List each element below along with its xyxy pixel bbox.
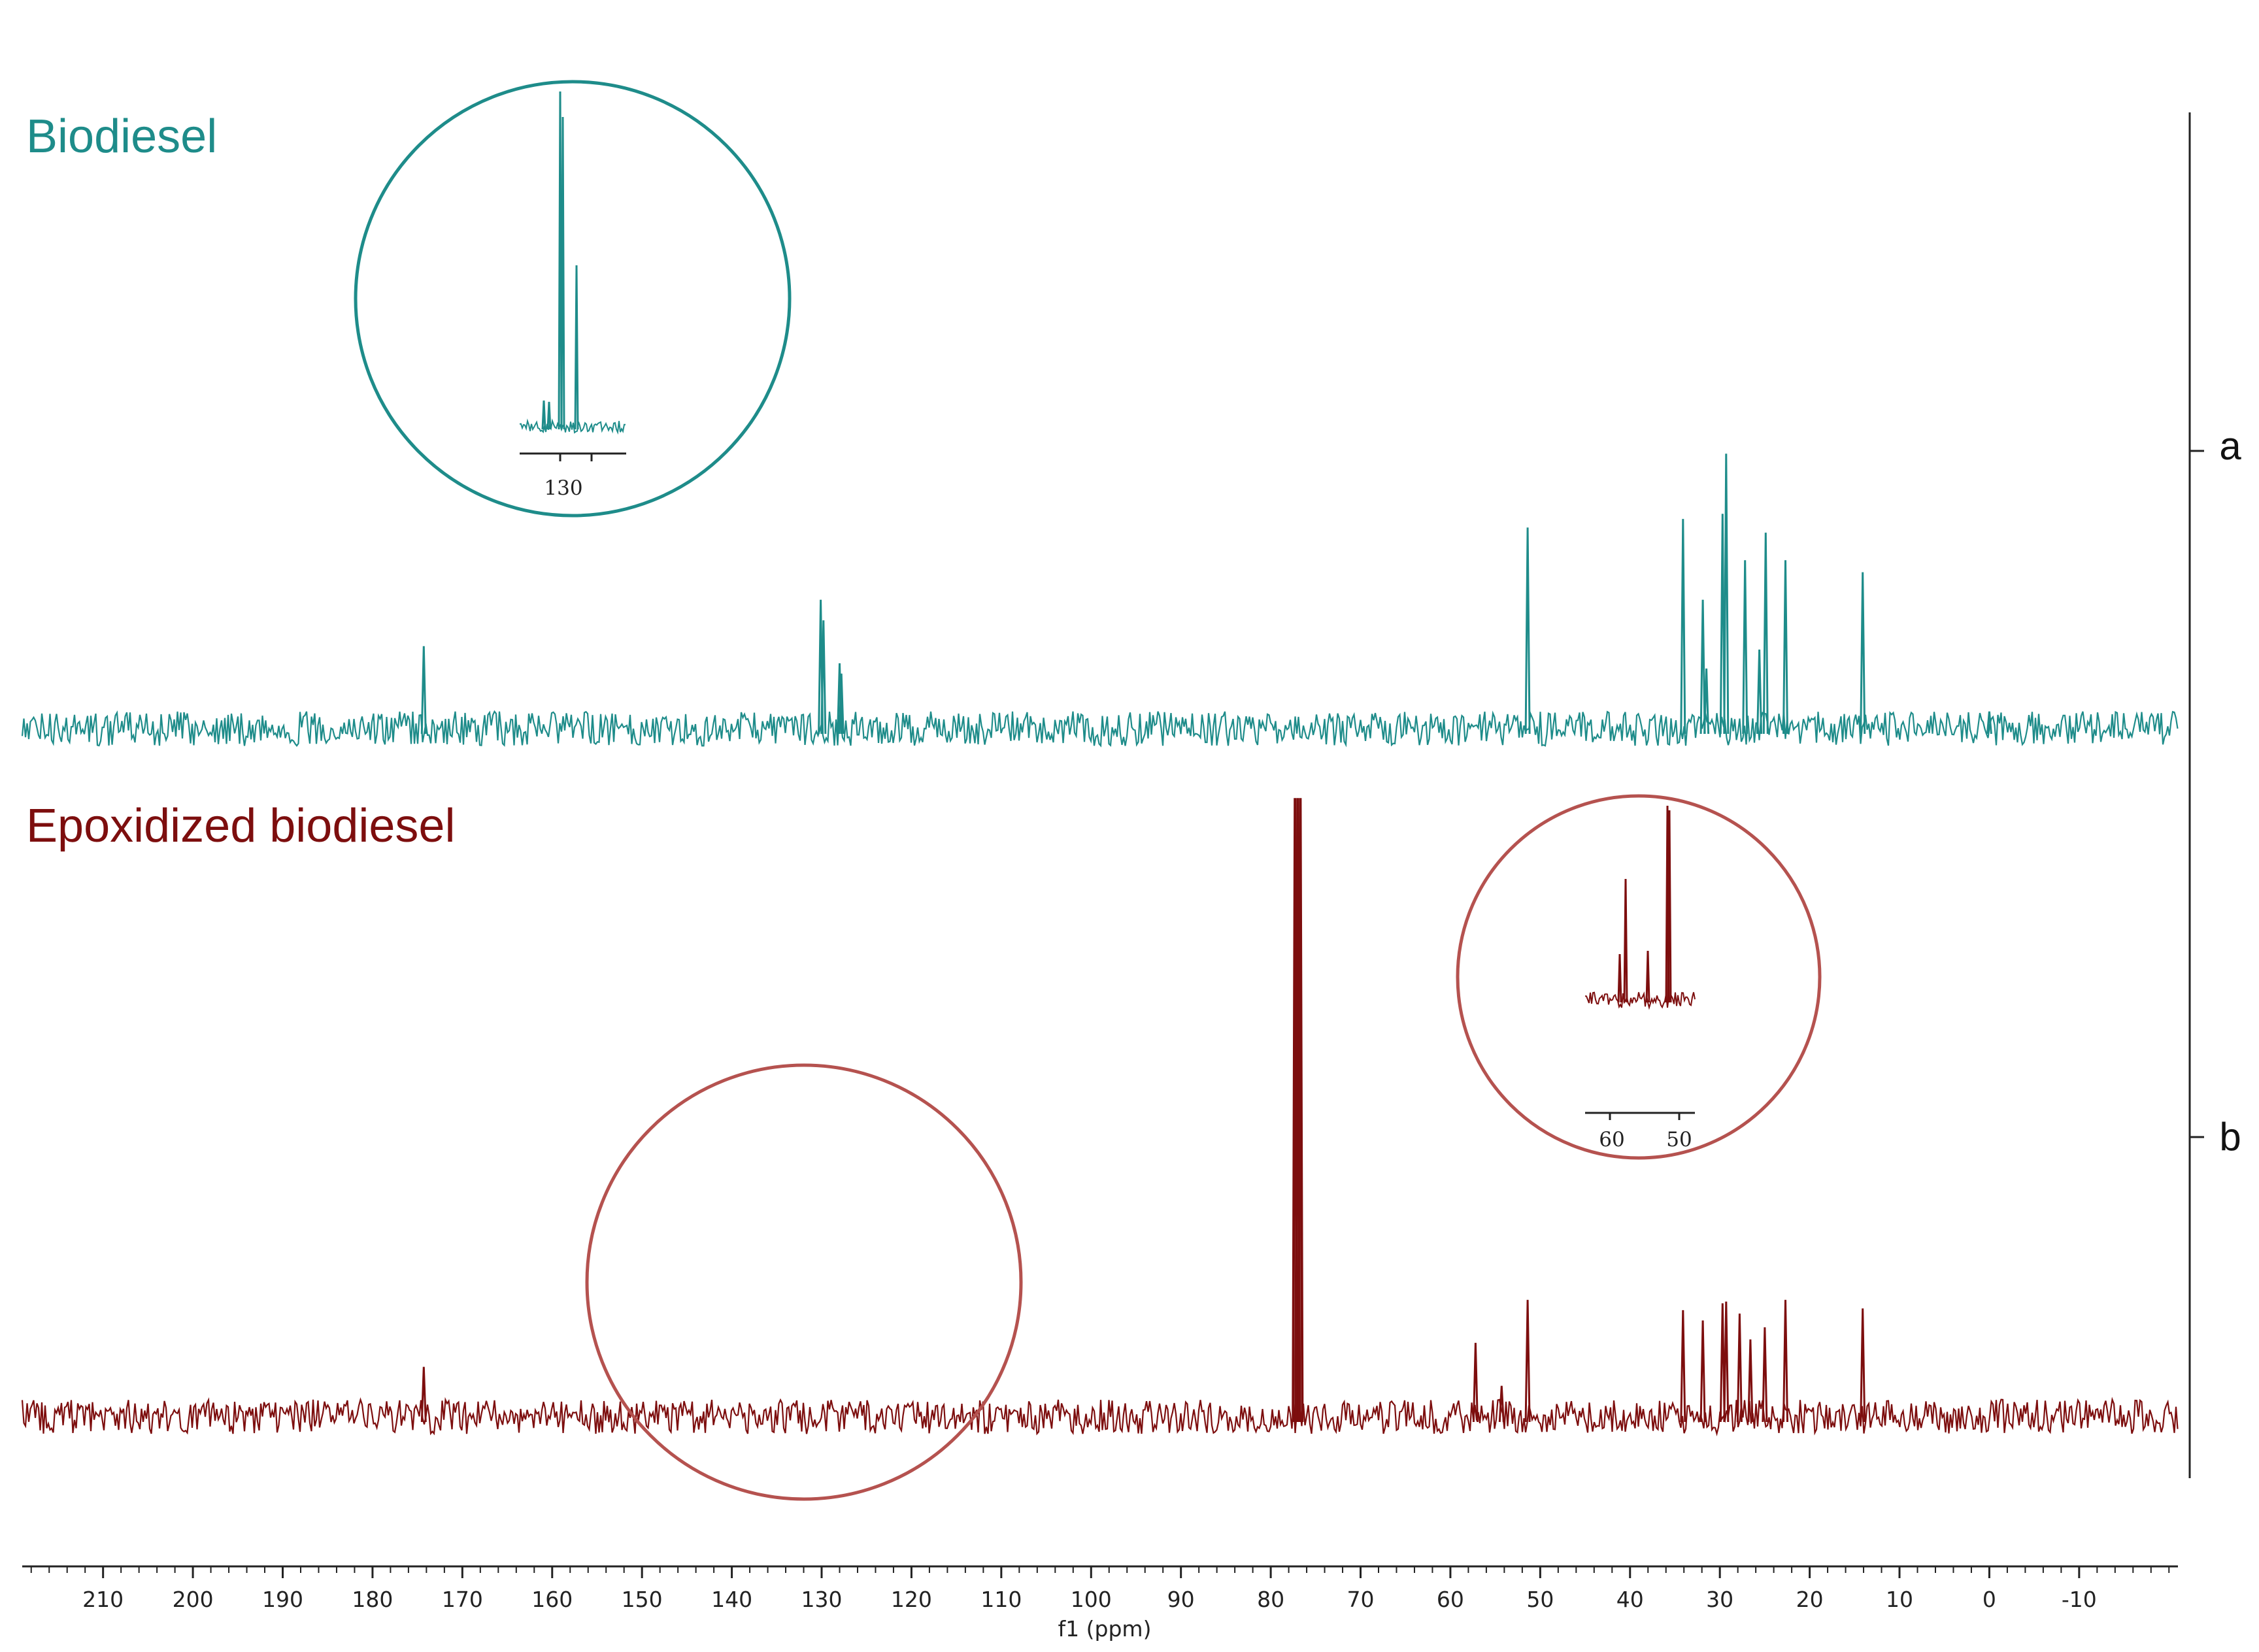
epoxidized-zoom-spectrum: [1584, 805, 1696, 1010]
peak-epoxidized: [1762, 1327, 1768, 1423]
peak-epoxidized: [1472, 1342, 1479, 1423]
x-tick-label: 120: [891, 1587, 932, 1612]
x-tick-label: 170: [442, 1587, 483, 1612]
zoom-peak: [1667, 810, 1672, 1003]
x-tick-label: 200: [173, 1587, 214, 1612]
spectrum-baseline-epoxidized: [21, 1396, 2179, 1437]
peak-epoxidized: [1524, 1300, 1531, 1423]
epoxidized-zoom-tick-label: 60: [1599, 1128, 1624, 1151]
peak-biodiesel: [1524, 527, 1531, 735]
x-tick-label: 110: [980, 1587, 1022, 1612]
x-tick-label: 150: [622, 1587, 663, 1612]
zoom-baseline: [1584, 991, 1696, 1010]
peak-epoxidized: [420, 1366, 427, 1423]
x-tick-label: -10: [2062, 1587, 2097, 1612]
peak-biodiesel: [420, 646, 427, 735]
x-tick-label: 190: [262, 1587, 303, 1612]
x-tick-label: 10: [1886, 1587, 1913, 1612]
peak-biodiesel: [1723, 454, 1730, 735]
peak-biodiesel: [820, 620, 827, 735]
x-tick-label: 140: [711, 1587, 752, 1612]
epoxidized-zoom-circle: [1456, 794, 1822, 1160]
x-tick-label: 0: [1983, 1587, 1996, 1612]
peak-epoxidized: [1498, 1385, 1505, 1423]
peak-epoxidized: [1723, 1301, 1730, 1423]
peak-epoxidized: [1860, 1308, 1866, 1423]
peak-biodiesel: [1756, 649, 1763, 735]
peak-biodiesel: [1860, 572, 1866, 735]
x-tick-label: 180: [352, 1587, 393, 1612]
zoom-peak: [1623, 878, 1628, 1003]
zoom-peak: [1617, 953, 1622, 1003]
spectra-traces: [21, 454, 2179, 1437]
trace-offset-scale: a b: [2188, 112, 2241, 1478]
peak-biodiesel: [1762, 533, 1769, 735]
zoom-peak: [574, 265, 579, 430]
epoxidized-zoom-tick-label: 50: [1666, 1128, 1692, 1151]
x-tick-label: 30: [1706, 1587, 1733, 1612]
peak-epoxidized: [1297, 798, 1304, 1423]
zoom-baseline: [519, 418, 626, 435]
zoom-insets: 130 60 50: [354, 80, 1822, 1501]
x-tick-label: 210: [82, 1587, 124, 1612]
zoom-peak: [560, 116, 565, 430]
olefinic-region-circle: [585, 1063, 1023, 1501]
epoxidized-biodiesel-label: Epoxidized biodiesel: [26, 800, 455, 852]
zoom-peak: [541, 400, 546, 430]
biodiesel-label: Biodiesel: [26, 110, 217, 163]
peak-biodiesel: [1699, 599, 1706, 735]
trace-label-b: b: [2219, 1115, 2241, 1159]
peak-epoxidized: [1680, 1310, 1686, 1423]
zoom-peak: [1645, 950, 1650, 1003]
peak-biodiesel: [1782, 560, 1788, 735]
x-axis-ticks: 210 200 190 180 170 160 150 140 130 120 110 100 90 80…: [30, 1566, 2170, 1612]
x-axis: 210 200 190 180 170 160 150 140 130 120 110 100 90 80…: [22, 1565, 2178, 1642]
x-axis-title: f1 (ppm): [1058, 1616, 1152, 1642]
peak-biodiesel: [1986, 711, 1992, 735]
x-tick-label: 130: [801, 1587, 843, 1612]
biodiesel-zoom-spectrum: [519, 91, 626, 435]
x-tick-label: 20: [1796, 1587, 1824, 1612]
peak-epoxidized: [1747, 1339, 1754, 1423]
x-tick-label: 100: [1071, 1587, 1112, 1612]
biodiesel-zoom-tick-label: 130: [544, 476, 582, 500]
x-tick-label: 70: [1347, 1587, 1375, 1612]
x-tick-label: 90: [1167, 1587, 1195, 1612]
x-tick-label: 160: [531, 1587, 573, 1612]
x-tick-label: 60: [1437, 1587, 1464, 1612]
peak-biodiesel: [1680, 519, 1686, 735]
x-tick-label: 50: [1526, 1587, 1554, 1612]
x-tick-label: 40: [1616, 1587, 1644, 1612]
peak-epoxidized: [1736, 1313, 1743, 1423]
spectrum-baseline-biodiesel: [21, 710, 2179, 748]
trace-label-a: a: [2219, 424, 2241, 468]
x-tick-label: 80: [1257, 1587, 1284, 1612]
peak-biodiesel: [1703, 668, 1710, 735]
peak-epoxidized: [1782, 1300, 1788, 1423]
peak-epoxidized: [1699, 1320, 1706, 1423]
peak-biodiesel: [838, 673, 845, 735]
zoom-peak: [546, 401, 552, 430]
peak-biodiesel: [1742, 560, 1749, 735]
biodiesel-zoom-circle: [354, 80, 792, 518]
series-labels: Biodiesel Epoxidized biodiesel: [26, 110, 455, 852]
